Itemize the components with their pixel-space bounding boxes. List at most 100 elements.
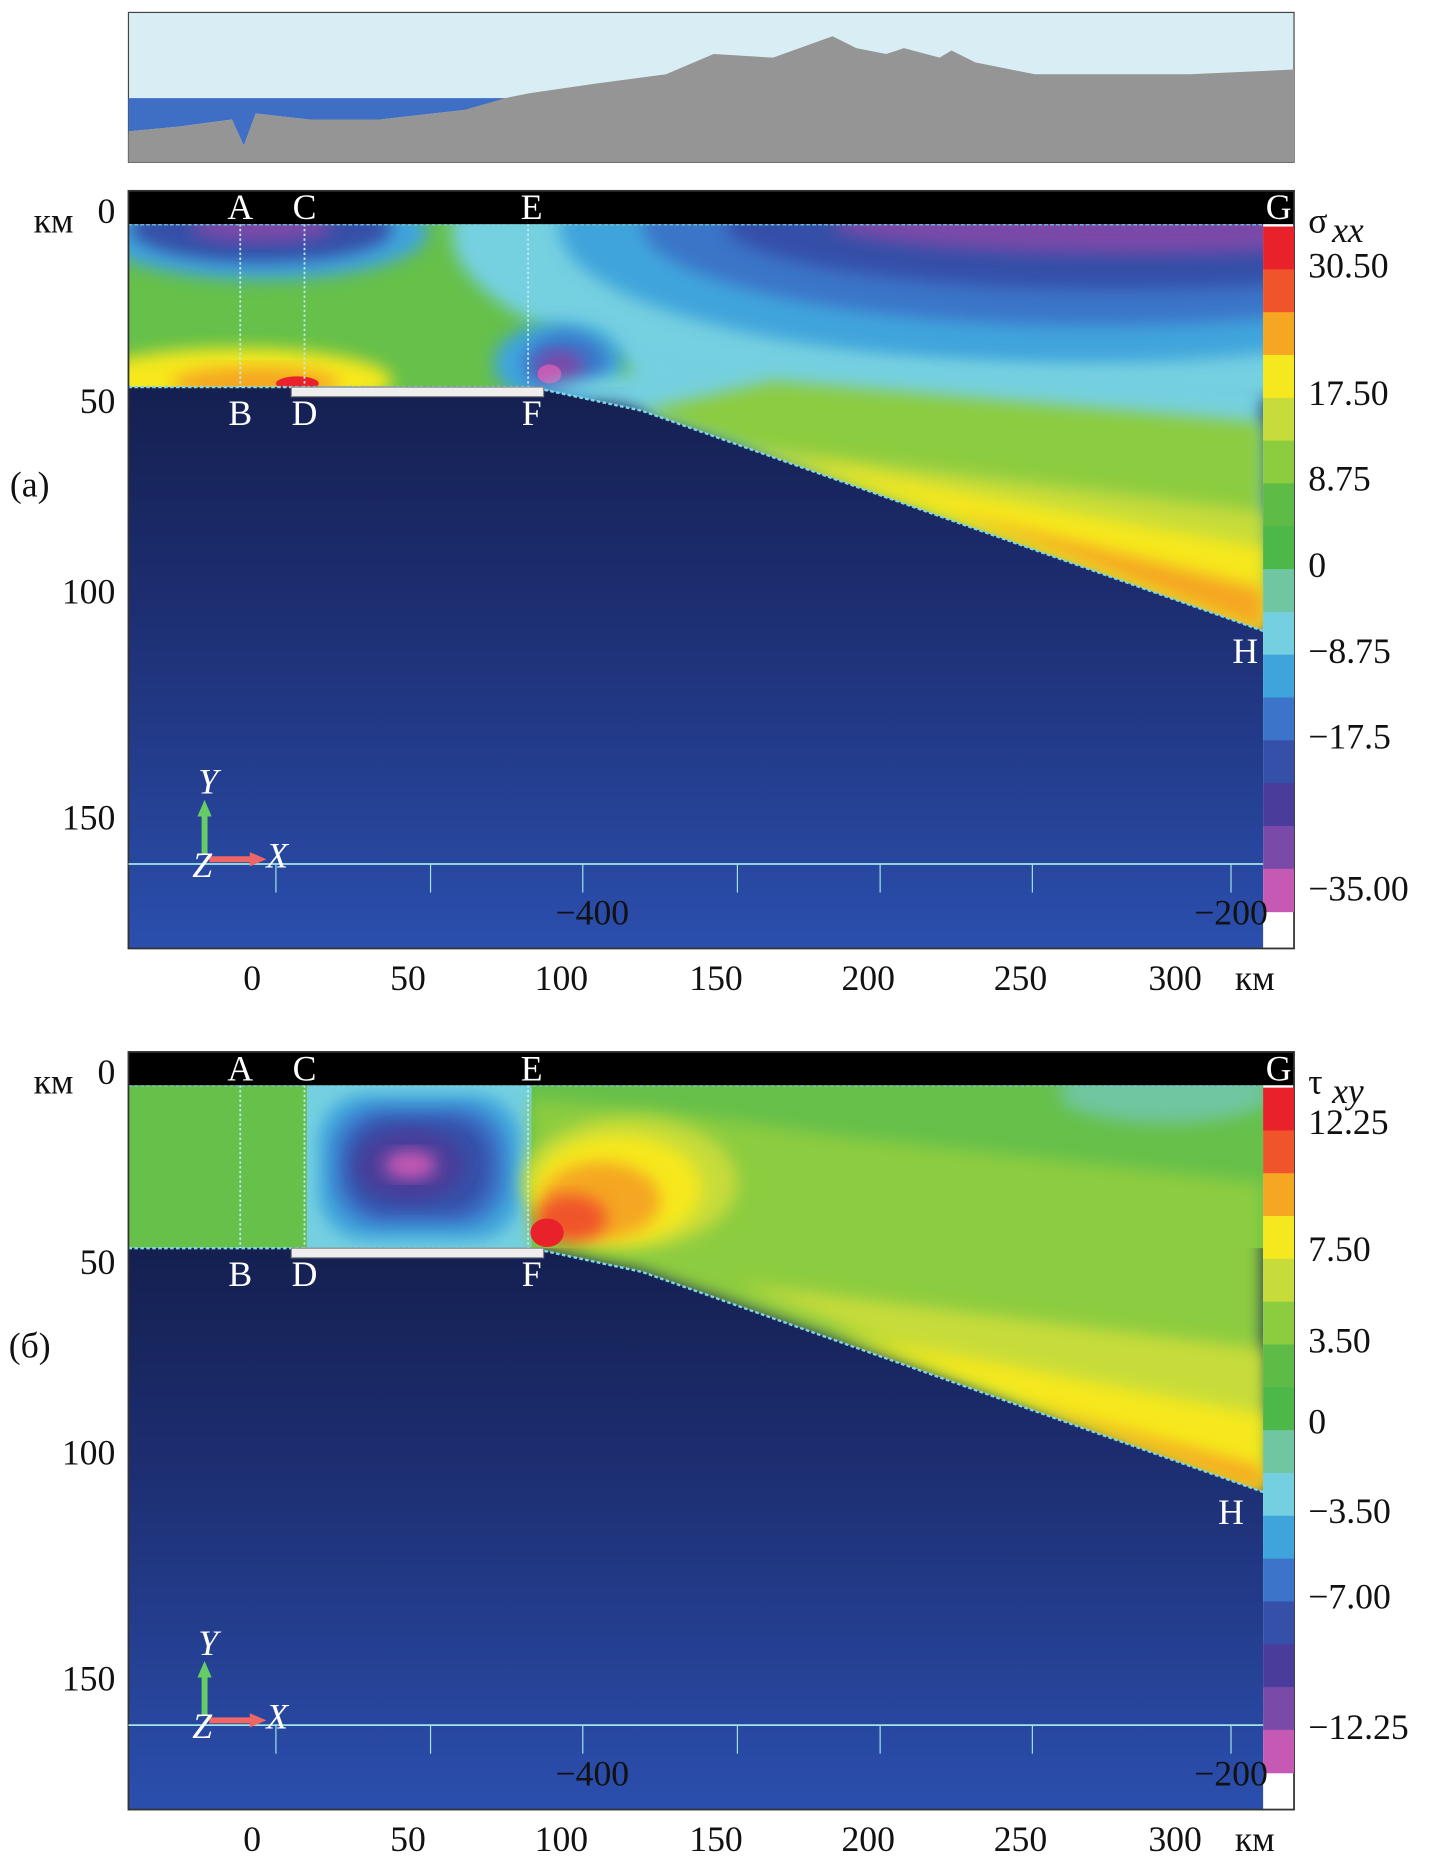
- colorbar-segment: [1263, 440, 1295, 485]
- point-label: E: [521, 187, 543, 227]
- x-tick-label: 50: [390, 1819, 426, 1859]
- triad-label: Z: [192, 1706, 213, 1746]
- colorbar-label: 3.50: [1308, 1321, 1370, 1361]
- x-unit: км: [1235, 958, 1275, 998]
- header-band: [128, 190, 1295, 225]
- x-tick-label: 250: [994, 958, 1048, 998]
- colorbar-label: 30.50: [1308, 246, 1388, 286]
- colorbar-label: 0: [1308, 545, 1326, 585]
- point-label: E: [521, 1048, 543, 1088]
- contour: [642, 224, 1264, 326]
- x-tick-label: 0: [243, 958, 261, 998]
- contour: [725, 224, 1264, 290]
- y-tick-label: 50: [80, 1242, 116, 1282]
- x-tick-label: 200: [841, 958, 895, 998]
- panel-label: (б): [9, 1325, 51, 1365]
- colorbar-segment: [1263, 226, 1295, 270]
- inner-tick-label: −200: [1194, 1754, 1268, 1794]
- colorbar-label: −7.00: [1308, 1576, 1391, 1616]
- colorbar-label: 8.75: [1308, 458, 1370, 498]
- colorbar-label: 0: [1308, 1402, 1326, 1442]
- quantity-symbol: σ: [1308, 200, 1327, 240]
- colorbar-segment: [1263, 1472, 1295, 1517]
- point-label: C: [293, 1048, 317, 1088]
- y-unit: км: [34, 200, 74, 240]
- point-label: F: [522, 393, 542, 433]
- x-tick-label: 0: [243, 1819, 261, 1859]
- colorbar-segment: [1263, 1344, 1295, 1388]
- colorbar-label: 7.50: [1308, 1229, 1370, 1269]
- triad-x-head: [249, 1713, 267, 1728]
- colorbar-segment: [1263, 1130, 1295, 1174]
- triad-y-head: [197, 1660, 212, 1678]
- quantity-subscript: xy: [1331, 1071, 1364, 1111]
- boundary: [128, 385, 1264, 633]
- colorbar-label: −3.50: [1308, 1491, 1391, 1531]
- inner-tick-label: −400: [555, 893, 629, 933]
- boundary: [128, 1246, 1264, 1494]
- y-tick-label: 100: [62, 1433, 116, 1473]
- x-tick-label: 150: [689, 958, 743, 998]
- point-label: H: [1232, 631, 1258, 671]
- point-label: D: [292, 1254, 318, 1294]
- point-label: G: [1266, 1048, 1292, 1088]
- contour: [808, 464, 1264, 631]
- x-tick-label: 300: [1148, 958, 1202, 998]
- triad-label: X: [264, 835, 289, 875]
- y-tick-label: 100: [62, 571, 116, 611]
- colorbar-segment: [1263, 312, 1295, 356]
- y-tick-label: 0: [98, 1052, 116, 1092]
- colorbar-segment: [1263, 1301, 1295, 1346]
- colorbar-segment: [1263, 1558, 1295, 1603]
- triad-x-head: [249, 852, 267, 867]
- colorbar-segment: [1263, 697, 1295, 741]
- colorbar-segment: [1263, 569, 1295, 613]
- triad-label: Z: [192, 845, 213, 885]
- x-unit: км: [1235, 1819, 1275, 1859]
- triad-y-head: [197, 799, 212, 817]
- colorbar-segment: [1263, 1258, 1295, 1303]
- triad-label: X: [264, 1697, 289, 1737]
- topography-profile: [127, 11, 1295, 163]
- colorbar-label: −17.5: [1308, 717, 1391, 757]
- contour: [1058, 1085, 1264, 1124]
- quantity-subscript: xx: [1331, 210, 1364, 250]
- quantity-symbol: τ: [1308, 1061, 1322, 1101]
- y-tick-label: 150: [62, 797, 116, 837]
- stress-field: [128, 1085, 1264, 1493]
- inner-tick-label: −400: [555, 1754, 629, 1794]
- point-label: B: [228, 1254, 252, 1294]
- x-tick-label: 100: [535, 958, 589, 998]
- x-tick-label: 150: [689, 1819, 743, 1859]
- colorbar-segment: [1263, 1601, 1295, 1645]
- y-tick-label: 150: [62, 1658, 116, 1698]
- contour: [537, 364, 562, 384]
- panel: 12.25 7.50 3.50 0 −3.50 −7.00 −12.25 τ xy 0 50 100 1…: [9, 1048, 1409, 1859]
- colorbar-segment: [1263, 1430, 1295, 1474]
- colorbar-segment: [1263, 1087, 1295, 1132]
- colorbar-segment: [1263, 1515, 1295, 1560]
- colorbar-segment: [1263, 783, 1295, 827]
- colorbar-label: −8.75: [1308, 631, 1391, 671]
- slab-bar: [290, 386, 545, 398]
- x-tick-label: 50: [390, 958, 426, 998]
- colorbar-segment: [1263, 269, 1295, 313]
- x-tick-label: 250: [994, 1819, 1048, 1859]
- contour: [530, 1218, 564, 1247]
- colorbar-label: 17.50: [1308, 373, 1388, 413]
- colorbar-segment: [1263, 526, 1295, 570]
- colorbar-segment: [1263, 740, 1295, 784]
- colorbar-segment: [1263, 1644, 1295, 1688]
- y-tick-label: 50: [80, 381, 116, 421]
- point-label: H: [1218, 1492, 1244, 1532]
- colorbar-segment: [1263, 1687, 1295, 1731]
- point-label: F: [522, 1254, 542, 1294]
- colorbar-label: −12.25: [1308, 1707, 1408, 1747]
- colorbar-segment: [1263, 825, 1295, 870]
- colorbar-segment: [1263, 483, 1295, 527]
- contour: [1022, 1402, 1264, 1493]
- colorbar-segment: [1263, 1216, 1295, 1260]
- colorbar-segment: [1263, 868, 1295, 913]
- contour: [384, 1150, 437, 1180]
